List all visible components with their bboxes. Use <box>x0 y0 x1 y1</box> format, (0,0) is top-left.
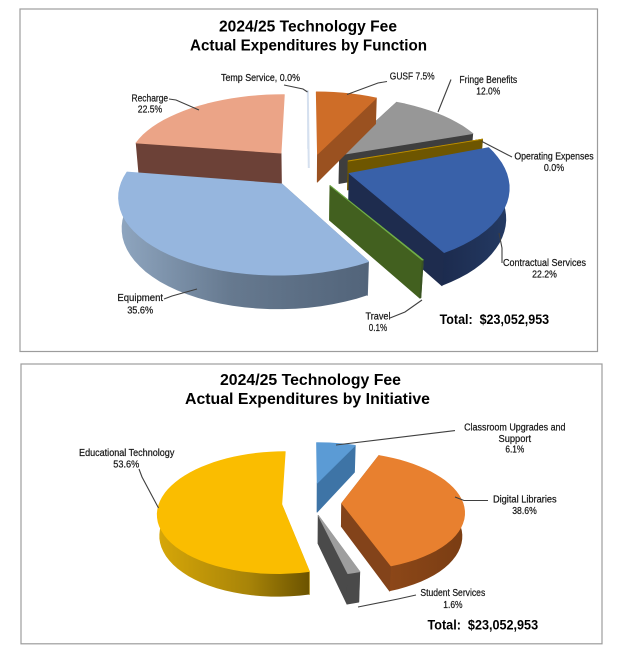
svg-text:Equipment: Equipment <box>117 293 163 304</box>
svg-text:Recharge: Recharge <box>132 94 169 105</box>
svg-text:Fringe Benefits: Fringe Benefits <box>459 75 517 86</box>
svg-text:Classroom Upgrades and: Classroom Upgrades and <box>464 422 565 433</box>
svg-text:2024/25 Technology Fee: 2024/25 Technology Fee <box>219 19 397 36</box>
svg-text:0.1%: 0.1% <box>369 323 387 334</box>
svg-text:22.5%: 22.5% <box>138 104 162 115</box>
svg-text:Actual Expenditures by Functio: Actual Expenditures by Function <box>190 38 427 55</box>
svg-text:Operating Expenses: Operating Expenses <box>514 152 593 163</box>
svg-text:2024/25 Technology Fee: 2024/25 Technology Fee <box>220 372 401 389</box>
svg-text:38.6%: 38.6% <box>512 506 537 517</box>
svg-text:Travel: Travel <box>366 311 391 322</box>
svg-text:Student Services: Student Services <box>420 588 485 599</box>
svg-text:0.0%: 0.0% <box>544 163 564 174</box>
svg-text:53.6%: 53.6% <box>113 459 139 470</box>
svg-text:35.6%: 35.6% <box>127 306 153 317</box>
svg-text:Actual Expenditures by Initiat: Actual Expenditures by Initiative <box>185 391 430 408</box>
svg-text:GUSF 7.5%: GUSF 7.5% <box>390 72 435 83</box>
svg-text:12.0%: 12.0% <box>476 87 500 98</box>
svg-text:22.2%: 22.2% <box>532 270 557 281</box>
svg-text:Educational Technology: Educational Technology <box>79 448 174 459</box>
svg-text:Temp Service, 0.0%: Temp Service, 0.0% <box>221 73 300 84</box>
svg-text:6.1%: 6.1% <box>505 445 524 456</box>
svg-text:Support: Support <box>499 434 532 445</box>
svg-text:Total: $23,052,953: Total: $23,052,953 <box>440 311 550 327</box>
svg-text:1.6%: 1.6% <box>443 600 462 611</box>
svg-text:Total: $23,052,953: Total: $23,052,953 <box>428 617 539 633</box>
svg-text:Digital Libraries: Digital Libraries <box>493 494 557 505</box>
svg-text:Contractual Services: Contractual Services <box>503 258 586 269</box>
